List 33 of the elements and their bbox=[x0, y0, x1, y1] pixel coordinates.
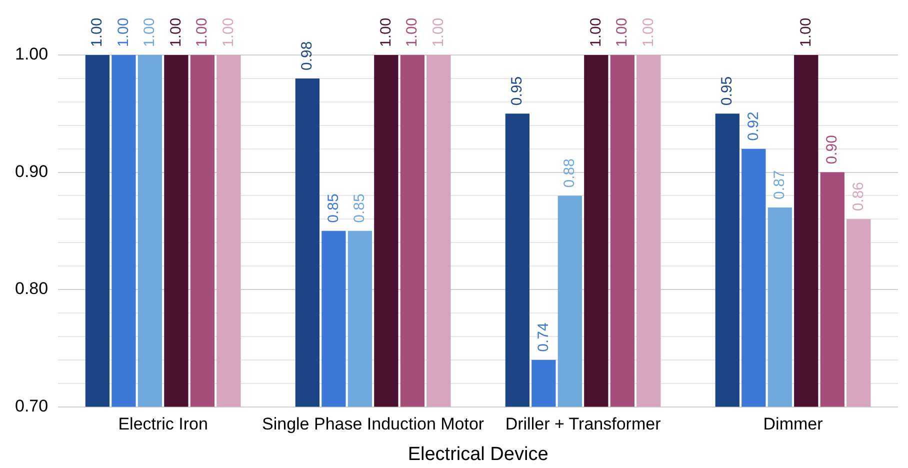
data-label: 0.74 bbox=[534, 322, 552, 352]
data-label: 0.92 bbox=[744, 112, 762, 141]
data-label: 0.98 bbox=[298, 41, 316, 70]
data-label: 1.00 bbox=[88, 18, 106, 47]
data-label: 0.85 bbox=[351, 194, 368, 223]
data-label: 0.86 bbox=[850, 182, 867, 212]
data-label: 0.85 bbox=[324, 194, 342, 223]
data-label: 0.95 bbox=[718, 76, 736, 106]
x-axis-title: Electrical Device bbox=[408, 444, 548, 465]
data-label: 0.87 bbox=[771, 170, 788, 200]
x-tick-label: Single Phase Induction Motor bbox=[262, 414, 484, 434]
x-tick-label: Electric Iron bbox=[118, 414, 208, 434]
data-label: 1.00 bbox=[377, 18, 394, 47]
data-label: 1.00 bbox=[404, 18, 421, 47]
data-label: 1.00 bbox=[167, 18, 184, 47]
data-label: 1.00 bbox=[220, 18, 237, 47]
y-tick-label: 1.00 bbox=[14, 44, 48, 64]
data-label: 1.00 bbox=[114, 18, 132, 47]
data-label: 0.88 bbox=[561, 158, 578, 188]
data-label: 1.00 bbox=[640, 18, 657, 47]
data-label: 0.95 bbox=[508, 76, 526, 106]
y-tick-label: 0.80 bbox=[14, 279, 48, 298]
x-tick-label: Driller + Transformer bbox=[505, 414, 662, 434]
data-label: 1.00 bbox=[797, 18, 814, 47]
data-label: 1.00 bbox=[194, 18, 211, 47]
data-label: 0.90 bbox=[824, 135, 841, 164]
data-label: 1.00 bbox=[587, 18, 604, 47]
x-tick-label: Dimmer bbox=[763, 414, 824, 434]
data-label: 1.00 bbox=[614, 18, 631, 47]
data-label: 1.00 bbox=[141, 18, 158, 47]
data-label: 1.00 bbox=[430, 18, 447, 47]
y-tick-label: 0.70 bbox=[14, 396, 48, 416]
y-tick-label: 0.90 bbox=[14, 162, 48, 181]
